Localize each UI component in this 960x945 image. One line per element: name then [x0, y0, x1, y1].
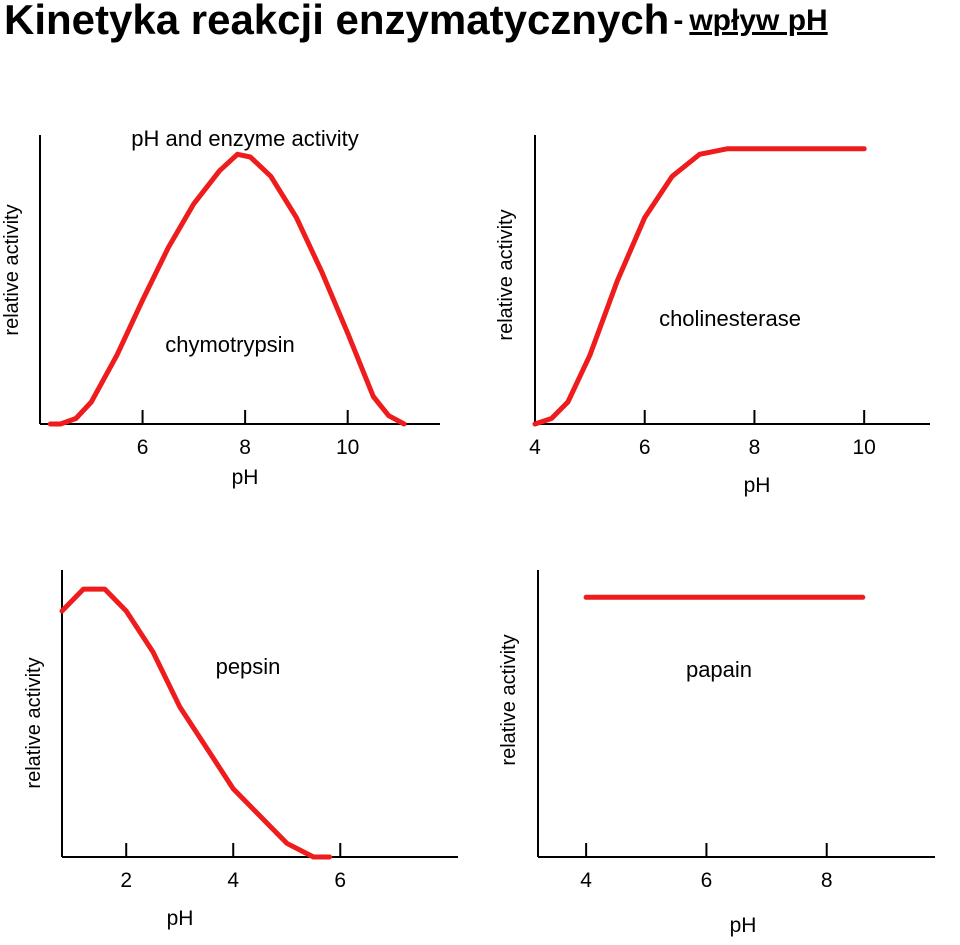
x-tick-label: 8 [749, 436, 761, 459]
x-tick-label: 6 [701, 869, 713, 892]
x-tick-label: 6 [639, 436, 651, 459]
x-tick-label: 6 [334, 869, 346, 892]
enzyme-label: papain [686, 657, 752, 682]
title-separator: - [673, 4, 684, 37]
x-tick-label: 8 [239, 436, 251, 459]
enzyme-label: cholinesterase [659, 306, 801, 331]
y-axis-label: relative activity [495, 209, 517, 340]
x-axis-label: pH [232, 466, 259, 489]
x-tick-label: 4 [227, 869, 239, 892]
enzyme-label: pepsin [216, 654, 281, 679]
x-tick-label: 4 [580, 869, 592, 892]
x-tick-label: 6 [137, 436, 149, 459]
x-tick-label: 10 [852, 436, 875, 459]
x-axis-label: pH [744, 474, 771, 497]
activity-curve [532, 146, 867, 427]
x-tick-label: 4 [529, 436, 541, 459]
y-axis-label: relative activity [498, 634, 520, 765]
activity-curve [59, 586, 333, 860]
page-title: Kinetyka reakcji enzymatycznych - wpływ pH [4, 0, 828, 47]
x-tick-label: 10 [336, 436, 359, 459]
x-tick-label: 8 [821, 869, 833, 892]
activity-curve [47, 151, 407, 427]
y-axis-label: relative activity [1, 204, 23, 335]
chart-title: pH and enzyme activity [131, 126, 358, 151]
title-main: Kinetyka reakcji enzymatycznych [4, 0, 670, 43]
x-tick-label: 2 [120, 869, 132, 892]
enzyme-label: chymotrypsin [165, 332, 295, 357]
title-subtitle: wpływ pH [689, 4, 828, 37]
x-axis-label: pH [730, 914, 757, 937]
x-axis-label: pH [167, 907, 194, 930]
y-axis-label: relative activity [23, 657, 45, 788]
